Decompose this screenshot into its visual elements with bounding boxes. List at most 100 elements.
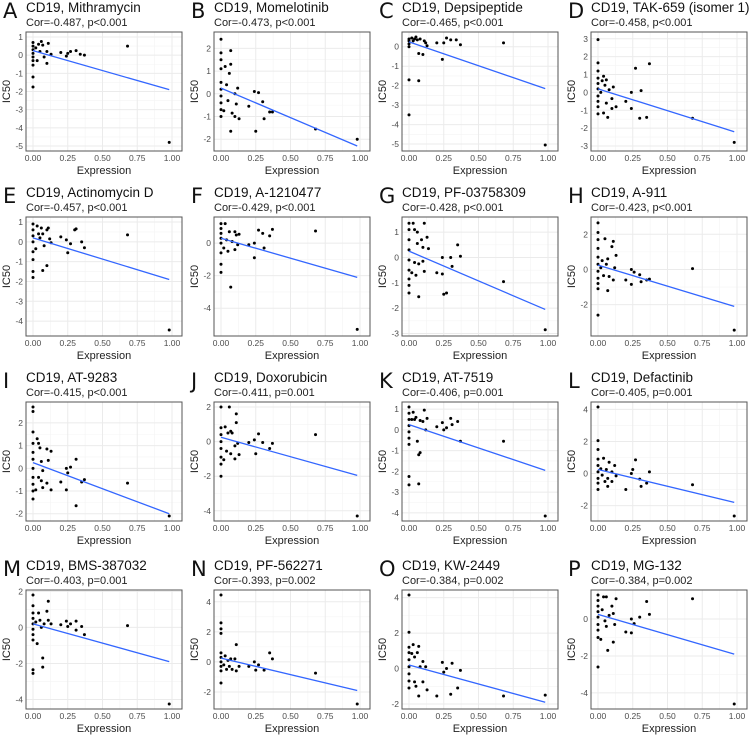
data-point — [449, 416, 453, 420]
data-point — [34, 247, 38, 251]
plot-border — [213, 589, 371, 710]
data-point — [407, 679, 411, 683]
y-tick-label: 2 — [18, 586, 23, 596]
x-axis-label: Expression — [453, 535, 507, 547]
data-point — [37, 475, 41, 479]
y-axis-label: IC50 — [189, 265, 201, 288]
y-axis-label: IC50 — [566, 80, 578, 103]
data-point — [407, 665, 411, 669]
data-point — [407, 475, 411, 479]
data-point — [631, 468, 635, 472]
panel-title: CD19, KW-2449 — [402, 558, 501, 573]
x-tick-label: 1.00 — [540, 338, 557, 348]
x-tick-label: 0.25 — [624, 523, 641, 533]
data-point — [415, 242, 419, 246]
data-point — [732, 140, 736, 144]
data-point — [252, 241, 256, 245]
plot-border — [25, 216, 183, 337]
data-point — [229, 49, 233, 53]
data-point — [596, 457, 600, 461]
data-point — [603, 83, 607, 87]
panel-title: CD19, A-911 — [591, 185, 668, 200]
data-point — [407, 228, 411, 232]
data-point — [638, 615, 642, 619]
data-point — [449, 692, 453, 696]
data-point — [48, 237, 52, 241]
data-point — [407, 442, 411, 446]
data-point — [418, 37, 422, 41]
data-point — [440, 255, 444, 259]
data-point — [407, 291, 411, 295]
data-point — [226, 249, 230, 253]
data-point — [78, 52, 82, 56]
scatter-panel-e: 0.00 0.25 0.50 0.75 1.00 -4 -3 -2 -1 0 1 Expression… — [0, 184, 188, 372]
data-point — [355, 137, 359, 141]
scatter-panel-m: 0.00 0.25 0.50 0.75 1.00 -4 -2 0 2 Expression IC50… — [0, 557, 188, 745]
plot-border — [213, 401, 371, 522]
data-point — [31, 44, 35, 48]
data-point — [610, 604, 614, 608]
y-tick-label: -3 — [391, 487, 399, 497]
data-point — [407, 651, 411, 655]
x-tick-label: 0.50 — [94, 711, 111, 721]
plot-background — [591, 32, 747, 151]
data-point — [413, 655, 417, 659]
data-point — [450, 661, 454, 665]
y-tick-label: 0 — [206, 437, 211, 447]
data-point — [596, 604, 600, 608]
data-point — [229, 285, 233, 289]
data-point — [442, 428, 446, 432]
data-point — [37, 611, 41, 615]
y-tick-label: -3 — [580, 141, 588, 151]
x-tick-label: 0.50 — [659, 711, 676, 721]
x-tick-label: 0.25 — [247, 153, 264, 163]
x-tick-label: 0.75 — [505, 153, 522, 163]
data-point — [596, 439, 600, 443]
data-point — [234, 421, 238, 425]
data-point — [355, 327, 359, 331]
data-point — [596, 628, 600, 632]
data-point — [603, 237, 607, 241]
regression-line — [597, 264, 735, 308]
data-point — [31, 604, 35, 608]
data-point — [638, 273, 642, 277]
data-point — [69, 242, 73, 246]
y-axis-label: IC50 — [189, 80, 201, 103]
data-point — [82, 246, 86, 250]
plot-background — [214, 402, 370, 521]
panel-subtitle: Cor=-0.403, p=0.001 — [26, 575, 128, 587]
data-point — [596, 287, 600, 291]
plot-background — [591, 217, 747, 336]
data-point — [35, 59, 39, 63]
data-point — [314, 433, 318, 437]
data-point — [596, 246, 600, 250]
data-point — [607, 460, 611, 464]
data-point — [229, 129, 233, 133]
data-point — [422, 221, 426, 225]
data-point — [270, 227, 274, 231]
x-axis-label: Expression — [77, 723, 131, 735]
panel-subtitle: Cor=-0.429, p<0.001 — [214, 202, 316, 214]
data-point — [413, 261, 417, 265]
data-point — [262, 246, 266, 250]
scatter-plot: 0.00 0.25 0.50 0.75 1.00 -5 -4 -3 -2 -1 0 Expressio… — [377, 31, 559, 177]
data-point — [31, 497, 35, 501]
y-axis-label: IC50 — [1, 265, 13, 288]
data-point — [219, 80, 223, 84]
data-point — [59, 50, 63, 54]
data-point — [415, 439, 419, 443]
y-tick-label: -1 — [391, 61, 399, 71]
y-tick-label: -2 — [15, 658, 23, 668]
x-tick-label: 0.00 — [401, 523, 418, 533]
y-tick-label: -4 — [15, 694, 23, 704]
panel-subtitle: Cor=-0.384, p=0.002 — [402, 575, 504, 587]
data-point — [691, 267, 695, 271]
data-point — [445, 291, 449, 295]
data-point — [613, 623, 617, 627]
y-tick-label: -4 — [15, 123, 23, 133]
y-axis-label: IC50 — [377, 638, 389, 661]
data-point — [225, 449, 229, 453]
data-point — [31, 410, 35, 414]
data-point — [417, 262, 421, 266]
y-tick-label: -2 — [203, 271, 211, 281]
